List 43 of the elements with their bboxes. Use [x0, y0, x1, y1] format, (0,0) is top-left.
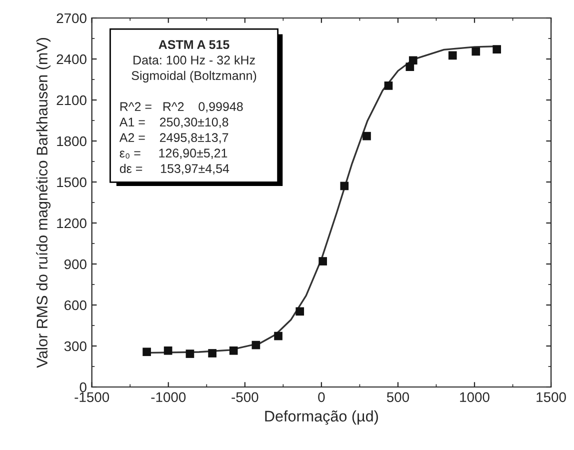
point — [448, 51, 457, 60]
y-tick-label: 2100 — [56, 95, 86, 106]
point — [229, 346, 238, 355]
annotation: A1 = 250,30±10,8 — [119, 118, 228, 128]
y-tick-label: 1200 — [57, 218, 86, 228]
y-tick-label: 2400 — [56, 54, 86, 64]
y-tick-label: 300 — [64, 341, 86, 352]
x-tick-label: -1500 — [74, 392, 110, 402]
point — [384, 81, 393, 90]
point — [492, 45, 502, 54]
x-axis-title: Deformação (µd) — [265, 410, 378, 425]
point — [274, 332, 282, 340]
x-tick-label: -1000 — [151, 392, 186, 402]
y-tick-label: 1500 — [57, 177, 86, 188]
x-tick-label: 1000 — [460, 392, 490, 402]
y-axis-title: Valor RMS do ruído magnético Barkhausen (mV) — [36, 38, 51, 368]
y-tick-label: 900 — [64, 259, 86, 270]
x-tick-label: 0 — [318, 392, 325, 402]
x-tick-label: 500 — [386, 392, 410, 402]
point — [318, 257, 327, 266]
annotation: R^2 = R^2 0,99948 — [120, 102, 243, 112]
annotation: Data: 100 Hz - 32 kHz — [134, 55, 255, 65]
point — [296, 307, 304, 316]
y-tick-label: 2700 — [56, 13, 86, 24]
y-tick-label: 1800 — [57, 136, 86, 146]
annotation: Sigmoidal (Boltzmann) — [132, 70, 256, 82]
point — [408, 56, 418, 65]
point — [142, 348, 151, 356]
annotation: A2 = 2495,8±13,7 — [119, 133, 228, 144]
x-tick-label: -500 — [232, 392, 258, 402]
y-tick-label: 0 — [80, 382, 86, 392]
point — [186, 350, 194, 358]
point — [252, 340, 260, 350]
annotation: ASTM A 515 — [158, 40, 230, 50]
point — [164, 346, 172, 355]
annotation: ε₀ = 126,90±5,21 — [120, 148, 228, 159]
annotation: dε = 153,97±4,54 — [120, 164, 230, 174]
y-tick-label: 600 — [64, 300, 86, 310]
point — [472, 47, 480, 56]
point — [362, 132, 371, 140]
x-tick-label: 1500 — [536, 392, 566, 402]
point — [340, 182, 349, 190]
point — [208, 349, 216, 358]
